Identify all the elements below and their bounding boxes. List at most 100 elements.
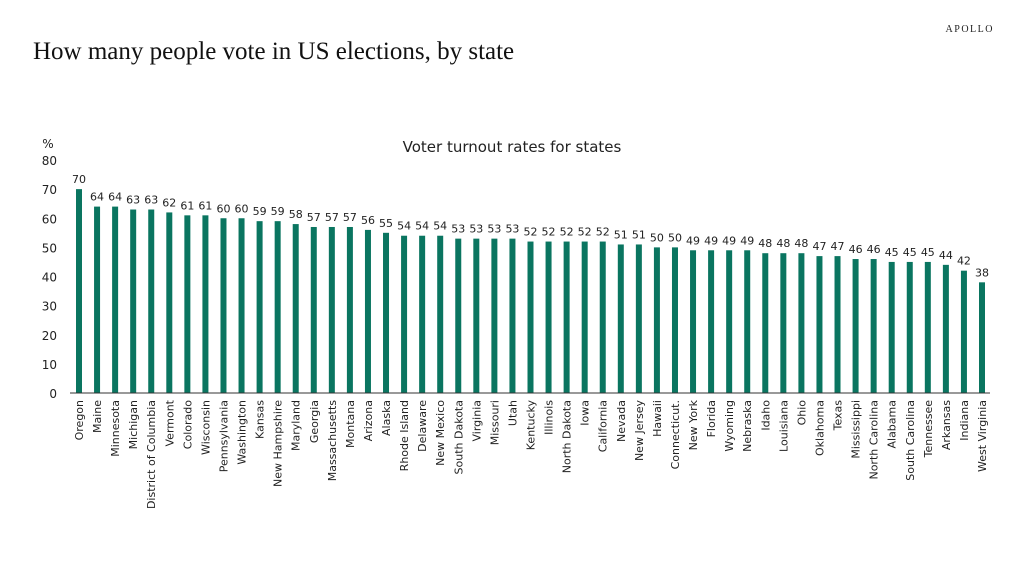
bar: [220, 218, 227, 393]
apollo-logo: APOLLO: [945, 24, 994, 35]
y-tick-label: 40: [42, 271, 57, 285]
x-tick-label: Idaho: [759, 400, 772, 431]
x-tick-label: New York: [687, 399, 700, 450]
bar: [979, 282, 985, 393]
chart-title: Voter turnout rates for states: [403, 138, 622, 156]
data-label: 61: [198, 199, 212, 212]
x-tick-label: Indiana: [958, 400, 971, 441]
x-tick-label: Michigan: [127, 400, 140, 449]
x-tick-label: Arkansas: [940, 400, 953, 450]
bar: [509, 238, 516, 393]
x-tick-label: Missouri: [488, 400, 501, 445]
bar: [310, 226, 317, 393]
x-tick-label: District of Columbia: [145, 400, 158, 509]
x-tick-label: Alabama: [886, 400, 899, 449]
bar: [256, 221, 263, 393]
data-label: 60: [235, 202, 249, 215]
bar: [780, 253, 787, 393]
x-tick-label: Georgia: [308, 400, 321, 443]
x-tick-label: Mississippi: [850, 400, 863, 459]
bar: [148, 209, 155, 393]
data-label: 61: [180, 199, 194, 212]
data-label: 52: [596, 226, 610, 239]
y-tick-label: 10: [42, 358, 57, 372]
bar: [671, 247, 678, 393]
x-tick-label: Iowa: [579, 400, 592, 426]
data-label: 57: [325, 211, 339, 224]
bar: [563, 241, 570, 393]
x-tick-label: Wisconsin: [199, 400, 212, 455]
x-tick-label: North Dakota: [561, 400, 574, 473]
data-label: 49: [686, 234, 700, 247]
y-tick-label: 0: [49, 387, 57, 401]
bar: [401, 235, 408, 393]
data-label: 50: [650, 231, 664, 244]
x-tick-label: Kentucky: [525, 400, 538, 451]
data-label: 51: [632, 228, 646, 241]
x-tick-label: Ohio: [795, 400, 808, 426]
x-tick-label: South Dakota: [452, 400, 465, 474]
x-tick-label: Colorado: [181, 400, 194, 449]
page-title: How many people vote in US elections, by…: [33, 38, 515, 65]
x-tick-label: Maryland: [290, 400, 303, 451]
y-tick-label: 20: [42, 329, 57, 343]
x-tick-label: New Jersey: [633, 400, 646, 462]
data-label: 59: [253, 205, 267, 218]
bar: [130, 209, 137, 393]
x-tick-label: Nebraska: [741, 400, 754, 452]
bar: [924, 261, 931, 393]
bar: [726, 250, 733, 393]
bar: [870, 259, 877, 393]
data-label: 53: [469, 223, 483, 236]
data-label: 48: [758, 237, 772, 250]
bar: [708, 250, 715, 393]
bar: [346, 226, 353, 393]
x-tick-label: Kansas: [254, 400, 267, 439]
y-tick-label: 50: [42, 241, 57, 255]
data-label: 45: [903, 246, 917, 259]
data-label: 47: [831, 240, 845, 253]
x-tick-label: Maine: [91, 400, 104, 433]
data-label: 64: [108, 191, 122, 204]
data-label: 64: [90, 191, 104, 204]
bar: [816, 256, 823, 393]
x-tick-label: Rhode Island: [398, 400, 411, 471]
x-tick-label: Alaska: [380, 400, 393, 436]
data-label: 52: [524, 226, 538, 239]
x-tick-label: South Carolina: [904, 400, 917, 481]
x-tick-label: Vermont: [163, 399, 176, 446]
data-label: 48: [794, 237, 808, 250]
bar: [383, 232, 390, 393]
bar: [292, 224, 299, 393]
data-label: 49: [740, 234, 754, 247]
bar: [274, 221, 281, 393]
bar: [437, 235, 444, 393]
data-label: 46: [849, 243, 863, 256]
bar: [94, 206, 101, 393]
data-label: 49: [722, 234, 736, 247]
x-tick-label: New Mexico: [434, 400, 447, 466]
data-label: 47: [812, 240, 826, 253]
bar: [76, 189, 82, 393]
bar: [473, 238, 480, 393]
data-label: 59: [271, 205, 285, 218]
bar: [852, 259, 859, 393]
bar: [581, 241, 588, 393]
x-tick-label: Massachusetts: [326, 400, 339, 482]
bar: [202, 215, 209, 393]
bar: [545, 241, 552, 393]
data-label: 50: [668, 231, 682, 244]
x-tick-label: Virginia: [470, 400, 483, 441]
bar: [960, 270, 967, 393]
data-label: 45: [885, 246, 899, 259]
data-label: 54: [415, 220, 429, 233]
data-label: 42: [957, 255, 971, 268]
data-label: 52: [542, 226, 556, 239]
x-tick-label: Oregon: [73, 400, 86, 440]
data-label: 49: [704, 234, 718, 247]
data-label: 62: [162, 196, 176, 209]
data-label: 44: [939, 249, 953, 262]
data-label: 55: [379, 217, 393, 230]
